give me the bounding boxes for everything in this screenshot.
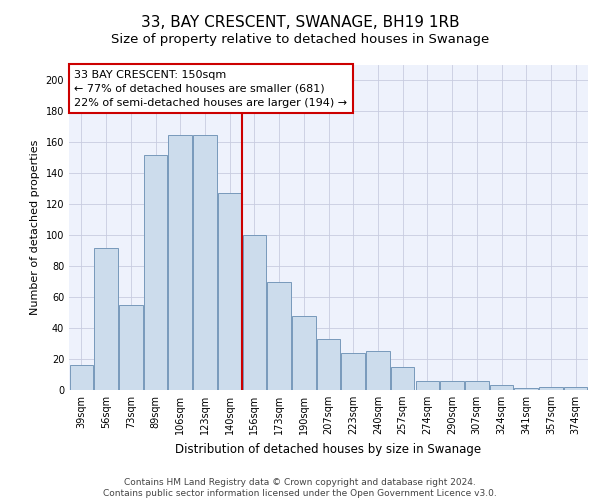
Bar xyxy=(514,388,538,390)
Bar xyxy=(292,316,316,390)
Bar xyxy=(416,380,439,390)
Bar xyxy=(465,380,488,390)
Bar xyxy=(490,386,513,390)
Bar xyxy=(119,305,143,390)
Bar xyxy=(317,339,340,390)
Bar xyxy=(242,235,266,390)
Bar xyxy=(366,352,389,390)
Bar xyxy=(564,387,587,390)
Text: Size of property relative to detached houses in Swanage: Size of property relative to detached ho… xyxy=(111,32,489,46)
Bar xyxy=(70,365,93,390)
X-axis label: Distribution of detached houses by size in Swanage: Distribution of detached houses by size … xyxy=(175,442,482,456)
Bar xyxy=(341,353,365,390)
Bar xyxy=(268,282,291,390)
Text: 33, BAY CRESCENT, SWANAGE, BH19 1RB: 33, BAY CRESCENT, SWANAGE, BH19 1RB xyxy=(140,15,460,30)
Text: Contains HM Land Registry data © Crown copyright and database right 2024.
Contai: Contains HM Land Registry data © Crown c… xyxy=(103,478,497,498)
Bar xyxy=(193,134,217,390)
Bar xyxy=(391,367,415,390)
Bar xyxy=(218,194,241,390)
Bar xyxy=(539,387,563,390)
Bar xyxy=(144,155,167,390)
Bar xyxy=(440,380,464,390)
Bar xyxy=(94,248,118,390)
Bar xyxy=(169,134,192,390)
Y-axis label: Number of detached properties: Number of detached properties xyxy=(30,140,40,315)
Text: 33 BAY CRESCENT: 150sqm
← 77% of detached houses are smaller (681)
22% of semi-d: 33 BAY CRESCENT: 150sqm ← 77% of detache… xyxy=(74,70,347,108)
